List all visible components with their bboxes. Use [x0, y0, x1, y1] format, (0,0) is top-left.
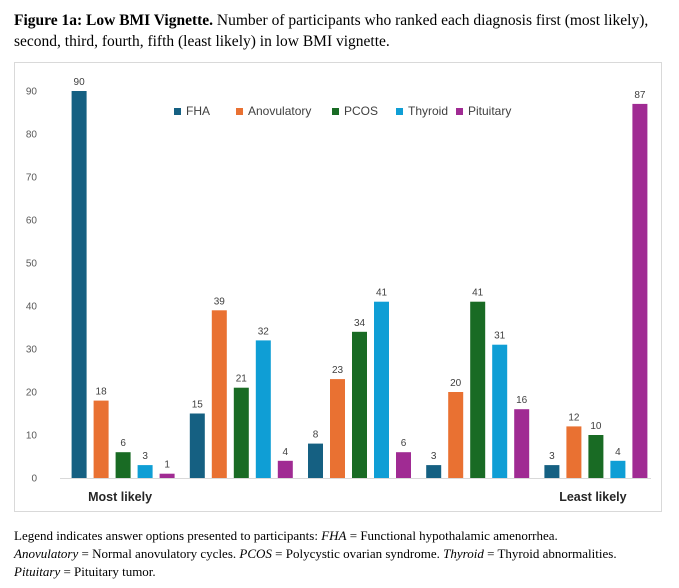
bar-thyroid	[137, 465, 153, 478]
data-label: 4	[283, 447, 289, 458]
bar-pituitary	[159, 473, 175, 478]
legend-label: FHA	[186, 104, 210, 118]
y-tick-label: 20	[26, 388, 38, 399]
bar-fha	[544, 465, 560, 478]
data-label: 10	[590, 421, 602, 432]
legend-swatch	[174, 108, 181, 115]
data-label: 41	[472, 288, 484, 299]
legend-swatch	[456, 108, 463, 115]
y-tick-label: 80	[26, 130, 38, 141]
bar-pcos	[352, 331, 367, 478]
bar-pituitary	[277, 460, 293, 478]
legend-footnote: Legend indicates answer options presente…	[14, 527, 674, 581]
data-label: 3	[431, 451, 437, 462]
y-tick-label: 50	[26, 259, 38, 270]
data-label: 6	[120, 438, 126, 449]
footnote-def: = Thyroid abnormalities.	[483, 546, 617, 561]
figure-description: Number of participants who ranked each d…	[14, 12, 649, 50]
legend-label: Pituitary	[468, 104, 511, 118]
bar-pituitary	[632, 103, 648, 479]
data-label: 16	[516, 395, 528, 406]
footnote-intro: Legend indicates answer options presente…	[14, 528, 322, 543]
bar-pcos	[115, 452, 131, 478]
bar-pituitary	[396, 452, 411, 478]
data-label: 20	[450, 378, 462, 389]
data-label: 15	[192, 400, 204, 411]
bar-fha	[71, 91, 87, 478]
bar-fha	[426, 465, 442, 478]
y-tick-label: 10	[26, 431, 38, 442]
bar-anovulatory	[330, 379, 345, 478]
bar-fha	[308, 443, 323, 478]
bar-pcos	[233, 387, 249, 478]
data-label: 4	[615, 447, 621, 458]
data-label: 39	[214, 296, 226, 307]
data-label: 23	[332, 365, 344, 376]
footnote-def: = Normal anovulatory cycles.	[78, 546, 240, 561]
y-tick-label: 60	[26, 216, 38, 227]
footnote-term: Pituitary	[14, 564, 61, 579]
category-label: Least likely	[559, 490, 626, 504]
footnote-term: Thyroid	[443, 546, 484, 561]
footnote-def: = Functional hypothalamic amenorrhea.	[346, 528, 558, 543]
bar-pcos	[588, 435, 604, 478]
category-label: Most likely	[88, 490, 152, 504]
legend-swatch	[332, 108, 339, 115]
footnote-def: = Polycystic ovarian syndrome.	[271, 546, 444, 561]
data-label: 8	[313, 430, 319, 441]
y-tick-label: 30	[26, 345, 38, 356]
bar-fha	[189, 413, 205, 478]
data-label: 3	[142, 451, 148, 462]
data-label: 18	[96, 387, 108, 398]
y-tick-label: 70	[26, 173, 38, 184]
bar-thyroid	[255, 340, 271, 478]
bar-anovulatory	[211, 310, 227, 478]
y-tick-label: 90	[26, 87, 38, 98]
footnote-def: = Pituitary tumor.	[60, 564, 156, 579]
legend-label: PCOS	[344, 104, 378, 118]
bar-anovulatory	[93, 400, 109, 478]
bar-thyroid	[374, 301, 389, 478]
y-tick-label: 40	[26, 302, 38, 313]
bar-pituitary	[514, 409, 530, 478]
data-label: 1	[164, 460, 170, 471]
bar-thyroid	[610, 460, 626, 478]
data-label: 3	[549, 451, 555, 462]
data-label: 6	[401, 438, 407, 449]
bar-anovulatory	[566, 426, 582, 478]
data-label: 90	[74, 77, 86, 88]
bar-thyroid	[492, 344, 508, 478]
data-label: 12	[568, 412, 580, 423]
bar-pcos	[470, 301, 486, 478]
footnote-term: Anovulatory	[14, 546, 79, 561]
legend-swatch	[236, 108, 243, 115]
data-label: 34	[354, 318, 366, 329]
footnote-term: PCOS	[239, 546, 272, 561]
footnote-term: FHA	[321, 528, 347, 543]
figure-caption: Figure 1a: Low BMI Vignette. Number of p…	[14, 10, 669, 52]
data-label: 32	[258, 326, 270, 337]
chart-frame: 0 10 20 30 40 50 60 70 80 90 90 18 6 3 1 Most likely 15 3…	[14, 62, 662, 512]
y-tick-label: 0	[31, 474, 37, 485]
legend-label: Anovulatory	[248, 104, 311, 118]
data-label: 21	[236, 374, 248, 385]
data-label: 87	[634, 90, 646, 101]
legend-label: Thyroid	[408, 104, 448, 118]
data-label: 41	[376, 288, 388, 299]
figure-title: Figure 1a: Low BMI Vignette.	[14, 12, 214, 29]
bar-anovulatory	[448, 392, 464, 478]
data-label: 31	[494, 331, 506, 342]
legend-swatch	[396, 108, 403, 115]
